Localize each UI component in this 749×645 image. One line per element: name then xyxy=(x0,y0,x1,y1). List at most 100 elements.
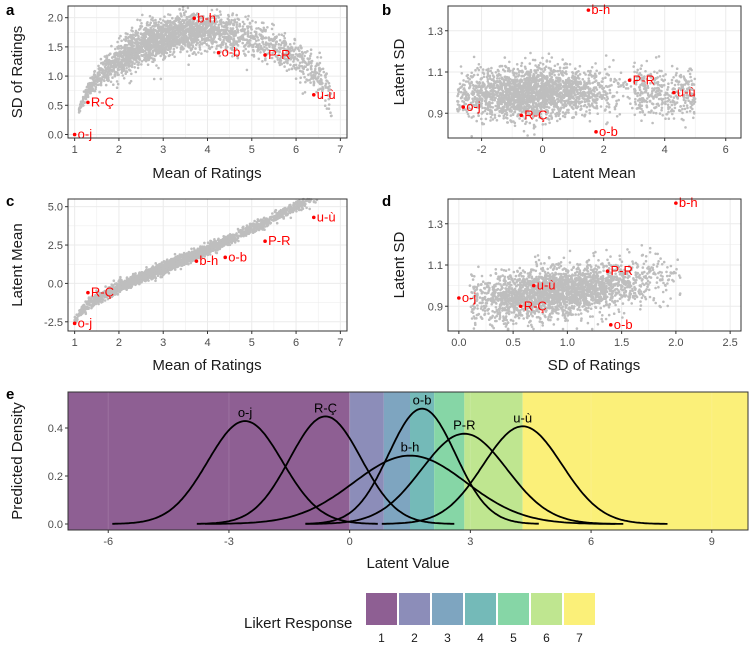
cloud-point xyxy=(218,19,222,23)
cloud-point xyxy=(534,71,538,75)
cloud-point xyxy=(121,46,124,49)
cloud-point xyxy=(459,90,463,94)
panel-tag-b: b xyxy=(382,2,391,19)
cloud-point xyxy=(556,83,560,86)
cloud-point xyxy=(512,79,516,83)
cloud-point xyxy=(104,74,108,77)
cloud-point xyxy=(667,107,670,111)
cloud-point xyxy=(488,105,492,109)
cloud-point xyxy=(154,38,158,42)
cloud-point xyxy=(125,67,128,70)
cloud-point xyxy=(156,50,159,54)
cloud-point xyxy=(209,39,212,42)
cloud-point xyxy=(184,26,187,29)
cloud-point xyxy=(283,65,286,68)
cloud-point xyxy=(246,18,249,21)
cloud-point xyxy=(122,68,125,71)
cloud-point xyxy=(105,60,109,63)
cloud-point xyxy=(512,73,516,77)
cloud-point xyxy=(80,100,84,104)
cloud-point xyxy=(303,51,307,54)
cloud-point xyxy=(534,102,538,105)
cloud-point xyxy=(514,106,518,110)
cloud-point xyxy=(557,88,560,92)
cloud-point xyxy=(486,78,490,81)
cloud-point xyxy=(508,69,511,72)
cloud-point xyxy=(198,48,202,51)
cloud-point xyxy=(238,24,241,28)
cloud-point xyxy=(496,94,499,97)
cloud-point xyxy=(672,76,675,79)
cloud-point xyxy=(167,20,171,24)
cloud-point xyxy=(82,104,85,107)
cloud-point xyxy=(188,22,191,25)
cloud-point xyxy=(104,83,108,87)
cloud-point xyxy=(264,28,268,32)
cloud-point xyxy=(252,53,256,57)
cloud-point xyxy=(270,56,274,60)
cloud-point xyxy=(107,53,111,57)
cloud-point xyxy=(672,117,676,120)
cloud-point xyxy=(193,28,197,32)
cloud-point xyxy=(301,66,305,70)
cloud-point xyxy=(241,25,245,28)
cloud-point xyxy=(594,62,597,65)
cloud-point xyxy=(121,74,125,77)
cloud-point xyxy=(574,67,577,70)
cloud-point xyxy=(541,123,545,126)
cloud-point xyxy=(155,64,158,67)
cloud-point xyxy=(588,111,592,115)
cloud-point xyxy=(142,50,145,53)
cloud-point xyxy=(569,90,573,94)
cloud-point xyxy=(552,100,556,104)
cloud-point xyxy=(206,31,209,35)
cloud-point xyxy=(534,64,537,67)
cloud-point xyxy=(162,38,165,41)
cloud-point xyxy=(209,32,213,35)
x-tick-label: 2 xyxy=(116,144,122,156)
cloud-point xyxy=(503,56,507,59)
cloud-point xyxy=(162,35,166,39)
cloud-point xyxy=(571,116,574,119)
cloud-point xyxy=(541,62,545,66)
cloud-point xyxy=(263,48,267,52)
cloud-point xyxy=(593,106,596,109)
cloud-point xyxy=(235,41,238,45)
cloud-point xyxy=(284,42,288,45)
cloud-point xyxy=(667,117,671,120)
cloud-point xyxy=(113,62,116,66)
cloud-point xyxy=(227,34,231,37)
cloud-point xyxy=(104,68,108,71)
cloud-point xyxy=(643,113,647,117)
cloud-point xyxy=(561,103,564,107)
cloud-point xyxy=(203,29,207,33)
cloud-point xyxy=(600,80,604,83)
cloud-point xyxy=(114,47,117,51)
cloud-point xyxy=(205,38,209,42)
cloud-point xyxy=(688,109,692,113)
cloud-point xyxy=(504,64,507,68)
x-tick-label: 6 xyxy=(293,144,299,156)
cloud-point xyxy=(500,111,504,115)
cloud-point xyxy=(168,53,172,57)
cloud-point xyxy=(262,43,266,46)
panel-b: b o-jR-Çb-ho-bP-Ru-ù -2 0 2 4 6 0.91.11.3 La… xyxy=(382,2,742,182)
cloud-point xyxy=(524,67,527,70)
cloud-point xyxy=(181,19,185,23)
cloud-point xyxy=(216,44,219,48)
cloud-point xyxy=(173,44,176,48)
cloud-point xyxy=(158,46,162,50)
cloud-point xyxy=(140,63,143,66)
cloud-point xyxy=(289,63,292,67)
cloud-point xyxy=(275,35,279,38)
cloud-point xyxy=(178,8,181,11)
cloud-point xyxy=(108,67,111,70)
cloud-point xyxy=(136,63,139,66)
cloud-point xyxy=(461,108,465,112)
cloud-point xyxy=(690,101,694,104)
cloud-point xyxy=(251,19,254,23)
cloud-point xyxy=(553,73,556,77)
cloud-point xyxy=(304,61,308,65)
cloud-point xyxy=(547,93,550,97)
